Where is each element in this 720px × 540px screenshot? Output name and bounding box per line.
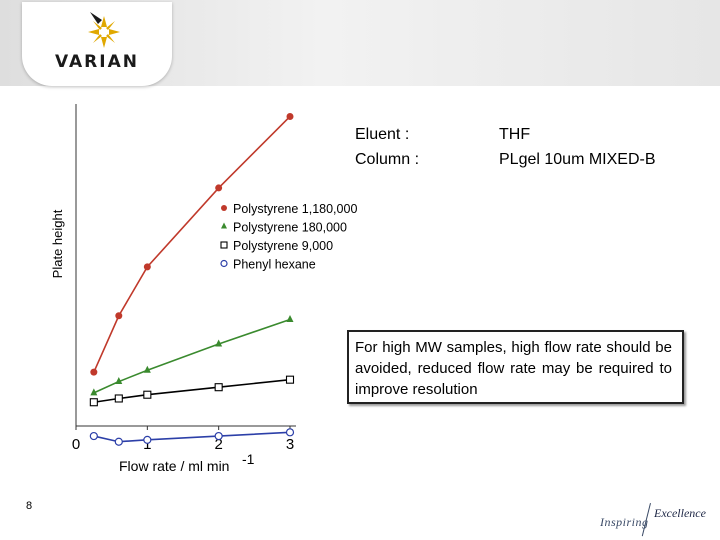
inspiring-excellence-logo: Inspiring Excellence bbox=[598, 503, 714, 539]
eluent-label: Eluent : bbox=[355, 126, 410, 143]
legend-label: Polystyrene 180,000 bbox=[233, 221, 347, 235]
x-tick-label: 0 bbox=[72, 436, 80, 453]
data-point bbox=[89, 431, 98, 441]
data-point bbox=[114, 394, 123, 403]
legend-marker bbox=[220, 241, 228, 249]
data-point bbox=[89, 398, 98, 407]
data-point bbox=[286, 315, 294, 323]
page-number: 8 bbox=[26, 500, 33, 512]
note-text: For high MW samples, high flow rate shou… bbox=[355, 339, 672, 398]
data-point bbox=[215, 339, 223, 347]
data-point bbox=[143, 435, 152, 444]
varian-logo: VARIAN bbox=[22, 2, 172, 86]
legend-label: Phenyl hexane bbox=[233, 258, 316, 272]
varian-star-icon bbox=[88, 12, 120, 48]
data-point bbox=[143, 263, 151, 271]
x-tick-label: 1 bbox=[143, 436, 151, 453]
column-label: Column : bbox=[355, 151, 420, 168]
data-point bbox=[285, 428, 295, 437]
data-point bbox=[115, 312, 123, 320]
logo-arrow-icon bbox=[90, 12, 102, 24]
legend-marker bbox=[221, 222, 227, 229]
x-tick-label: 2 bbox=[214, 436, 222, 453]
legend-label: Polystyrene 9,000 bbox=[233, 239, 333, 253]
legend-label: Polystyrene 1,180,000 bbox=[233, 202, 357, 216]
note-box: For high MW samples, high flow rate shou… bbox=[347, 330, 684, 404]
legend-marker bbox=[221, 205, 227, 211]
x-axis-label: Flow rate / ml min bbox=[119, 458, 229, 474]
x-axis-label-superscript: -1 bbox=[242, 451, 255, 467]
data-point bbox=[90, 368, 98, 376]
data-point bbox=[214, 383, 223, 392]
x-tick-label: 3 bbox=[286, 436, 294, 453]
data-point bbox=[285, 375, 295, 384]
tagline-excellence: Excellence bbox=[654, 506, 706, 520]
tagline-inspiring: Inspiring bbox=[600, 515, 649, 529]
logo-text: VARIAN bbox=[55, 52, 139, 72]
data-point bbox=[115, 377, 123, 385]
data-point bbox=[214, 431, 223, 441]
series-line-2 bbox=[93, 318, 291, 394]
data-point bbox=[215, 184, 223, 192]
series-line-3 bbox=[93, 378, 291, 404]
eluent-value: THF bbox=[499, 126, 531, 143]
data-point bbox=[143, 390, 152, 399]
data-point bbox=[143, 365, 151, 373]
data-point bbox=[286, 112, 294, 120]
data-point bbox=[114, 437, 123, 446]
legend-marker bbox=[220, 259, 228, 268]
data-point bbox=[90, 388, 98, 396]
series-line-4 bbox=[93, 431, 291, 443]
column-value: PLgel 10um MIXED-B bbox=[499, 151, 656, 168]
y-axis-label: Plate height bbox=[50, 209, 65, 278]
